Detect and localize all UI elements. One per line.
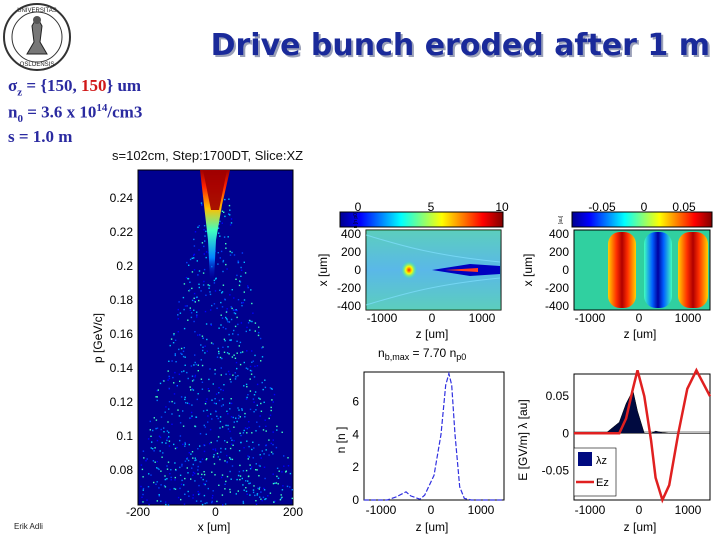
density-profile-line <box>364 371 504 501</box>
phase-space-ytick: 0.1 <box>116 429 133 443</box>
phase-space-subtitle: s=102cm, Step:1700DT, Slice:XZ <box>112 148 304 163</box>
svg-text:UNIVERSITAS: UNIVERSITAS <box>17 8 57 14</box>
density-profile-ytick: 4 <box>352 427 359 441</box>
legend-lambda-label: λz <box>596 455 607 467</box>
sigma-param: σz = {150, 150} um <box>8 76 142 99</box>
density-colorbar <box>339 211 504 228</box>
field-ytick: 400 <box>549 227 569 241</box>
field-cbar-tick: 0 <box>641 200 648 214</box>
density-cbar-tick: 10 <box>495 200 509 214</box>
field-map-plot: -0.05 0 0.05 [au] 400 200 0 -200 -400 -1000 0 1… <box>521 200 713 341</box>
field-profile-plot: 0.05 0 -0.05 -1000 0 1000 E [GV/m] λ [au] z [… <box>516 367 712 534</box>
phase-space-ytick: 0.2 <box>116 259 133 273</box>
field-xtick: 1000 <box>675 311 702 325</box>
phase-space-ytick: 0.22 <box>110 225 134 239</box>
density-ytick: 200 <box>341 245 361 259</box>
density-ylabel: x [um] <box>316 254 330 287</box>
field-cbar-tick: 0.05 <box>672 200 696 214</box>
density-xlabel: z [um] <box>416 327 449 341</box>
density-cbar-label: n [n p0] <box>353 211 359 228</box>
density-ytick: -200 <box>337 281 361 295</box>
density-profile-xtick: -1000 <box>366 503 397 517</box>
phase-space-ytick: 0.14 <box>110 361 134 375</box>
field-profile-xlabel: z [um] <box>624 520 657 534</box>
density-profile-ytick: 2 <box>352 460 359 474</box>
field-ytick: 200 <box>549 245 569 259</box>
field-xtick: -1000 <box>575 311 606 325</box>
field-ytick: 0 <box>562 263 569 277</box>
field-profile-ytick: 0.05 <box>546 389 570 403</box>
field-profile-ytick: 0 <box>562 426 569 440</box>
field-cbar-label: [au] <box>558 215 564 224</box>
svg-text:OSLOENSIS: OSLOENSIS <box>20 62 55 68</box>
density-profile-xtick: 0 <box>428 503 435 517</box>
density-cbar-tick: 0 <box>355 200 362 214</box>
phase-space-ylabel: p [GeV/c] <box>91 313 105 363</box>
field-xtick: 0 <box>636 311 643 325</box>
legend-ez-label: Ez <box>596 477 609 489</box>
density-profile-ytick: 0 <box>352 493 359 507</box>
phase-space-ytick: 0.18 <box>110 293 134 307</box>
page-title: Drive bunch eroded after 1 m <box>210 28 710 63</box>
phase-space-ytick: 0.08 <box>110 463 134 477</box>
density-profile-ytick: 6 <box>352 395 359 409</box>
density-xtick: 0 <box>429 311 436 325</box>
field-profile-legend: λz Ez <box>573 447 617 497</box>
density-cbar-tick: 5 <box>428 200 435 214</box>
field-profile-ytick: -0.05 <box>542 463 570 477</box>
field-profile-xtick: 1000 <box>675 503 702 517</box>
phase-space-xtick: 0 <box>212 505 219 519</box>
field-profile-xtick: 0 <box>636 503 643 517</box>
author-footer: Erik Adli <box>14 522 43 531</box>
phase-space-ytick: 0.16 <box>110 327 134 341</box>
density-profile-ylabel: n [n ] <box>334 427 348 454</box>
density-hotspot <box>401 261 417 279</box>
phase-space-xtick: -200 <box>126 505 150 519</box>
density-ytick: 400 <box>341 227 361 241</box>
phase-space-xlabel: x [um] <box>198 520 231 534</box>
field-xlabel: z [um] <box>624 327 657 341</box>
density-param: n0 = 3.6 x 1014/cm3 <box>8 102 143 126</box>
field-profile-xtick: -1000 <box>575 503 606 517</box>
density-profile-xtick: 1000 <box>468 503 495 517</box>
field-colorbar <box>571 211 713 228</box>
legend-lambda-swatch <box>578 452 592 466</box>
position-param: s = 1.0 m <box>8 127 73 146</box>
density-ytick: 0 <box>354 263 361 277</box>
field-profile-ylabel: E [GV/m] λ [au] <box>516 399 530 480</box>
field-ytick: -200 <box>545 281 569 295</box>
field-cbar-tick: -0.05 <box>588 200 616 214</box>
density-xtick: -1000 <box>367 311 398 325</box>
density-profile-xlabel: z [um] <box>416 520 449 534</box>
field-ylabel: x [um] <box>521 254 535 287</box>
ez-profile-line <box>574 367 712 504</box>
university-seal: UNIVERSITAS OSLOENSIS <box>3 3 71 71</box>
field-ytick: -400 <box>545 299 569 313</box>
density-map-plot: 0 5 10 n [n p0] 400 200 0 -200 -400 -1000 0 100… <box>316 200 509 341</box>
phase-space-core <box>200 170 230 280</box>
phase-space-ytick: 0.12 <box>110 395 134 409</box>
density-ytick: -400 <box>337 299 361 313</box>
phase-space-ytick: 0.24 <box>110 191 134 205</box>
phase-space-xtick: 200 <box>283 505 303 519</box>
phase-space-plot: 0.24 0.22 0.2 0.18 0.16 0.14 0.12 0.1 0.08 -200 0… <box>91 169 303 534</box>
density-xtick: 1000 <box>469 311 496 325</box>
lambda-profile-area <box>574 389 710 434</box>
density-profile-title: nb,max = 7.70 np0 <box>378 346 466 362</box>
